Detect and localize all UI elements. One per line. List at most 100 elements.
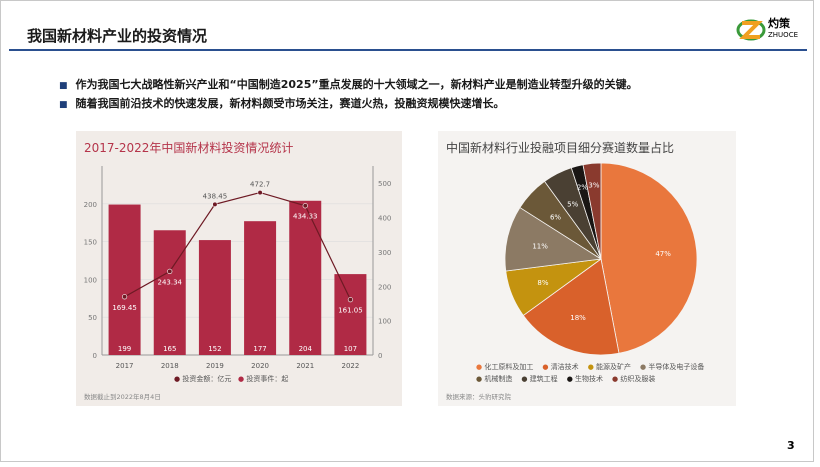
x-tick: 2019 — [206, 362, 224, 370]
line-label: 161.05 — [338, 307, 363, 315]
legend-item: ● 清洁技术 — [542, 363, 578, 371]
pie-chart: 47% 18% 8% 11% 6% 5% 2% 3% — [504, 162, 698, 356]
y-tick-right: 400 — [378, 215, 391, 223]
line-label: 434.33 — [293, 213, 318, 221]
legend-dot: ● — [476, 375, 483, 383]
investment-chart: 2017-2022年中国新材料投资情况统计 0 50 100 150 200 0 100 20… — [76, 131, 402, 406]
bar-label: 107 — [344, 345, 357, 353]
y-tick-left: 50 — [88, 314, 97, 322]
y-tick-left: 0 — [93, 352, 97, 360]
logo-z-icon — [736, 19, 766, 41]
legend-label: 半导体及电子设备 — [648, 363, 705, 371]
legend-item: ● 能源及矿产 — [588, 363, 631, 371]
bar-label: 204 — [299, 345, 313, 353]
bar — [244, 221, 277, 355]
legend-label: 能源及矿产 — [596, 363, 632, 371]
footnote: 数据截止到2022年8月4日 — [84, 393, 161, 401]
zhuoce-logo: 灼策 ZHUOCE — [736, 15, 806, 43]
logo-cn: 灼策 — [768, 17, 790, 30]
legend-dot: ● — [587, 363, 594, 371]
x-tick: 2021 — [296, 362, 314, 370]
pie-slice — [522, 258, 620, 356]
bar-line-chart: 0 50 100 150 200 0 100 200 300 400 500 199 2017 165 20… — [84, 166, 391, 370]
slice-label: 6% — [550, 213, 561, 221]
x-tick: 2018 — [161, 362, 179, 370]
line-point — [257, 189, 263, 196]
legend-label: 生物技术 — [575, 375, 604, 383]
legend-label: 化工原料及加工 — [484, 363, 534, 371]
line-point — [347, 297, 354, 303]
legend-item: ● 化工原料及加工 — [476, 363, 533, 371]
chart-legend: ● 投资金额：亿元 ● 投资事件：起 — [174, 374, 288, 384]
legend-dot: ● — [566, 375, 573, 383]
slice-label: 18% — [570, 314, 586, 322]
x-tick: 2020 — [251, 362, 269, 370]
line-point — [212, 201, 218, 207]
y-tick-right: 200 — [378, 283, 391, 291]
page-number: 3 — [787, 439, 795, 452]
page-title: 我国新材料产业的投资情况 — [27, 27, 208, 45]
legend-label: 机械制造 — [484, 375, 513, 383]
y-tick-right: 500 — [378, 180, 391, 188]
pie-slice — [504, 207, 603, 272]
legend-label: 清洁技术 — [550, 363, 579, 371]
line-label: 472.7 — [250, 181, 270, 189]
legend-label: 建筑工程 — [529, 375, 558, 383]
legend-item: ● 生物技术 — [567, 375, 603, 383]
legend-item: ● 建筑工程 — [521, 375, 557, 383]
pie-legend: ● 化工原料及加工 ● 清洁技术 ● 能源及矿产 ● 半导体及电子设备● 机械制造 ● … — [476, 361, 726, 385]
legend-item: ● 半导体及电子设备 — [640, 363, 704, 371]
y-tick-right: 100 — [378, 318, 391, 326]
bar — [289, 200, 322, 355]
chart-title: 2017-2022年中国新材料投资情况统计 — [84, 141, 294, 155]
legend-dot: ● — [612, 375, 619, 383]
y-tick-left: 100 — [84, 276, 97, 284]
slice-label: 2% — [577, 183, 588, 191]
legend-dot: ● — [521, 375, 528, 383]
slice-label: 3% — [588, 181, 599, 189]
legend-dot: ● — [476, 363, 483, 371]
y-tick-left: 150 — [84, 239, 97, 247]
x-tick: 2017 — [116, 362, 134, 370]
bullet-list: 作为我国七大战略性新兴产业和“中国制造2025”重点发展的十大领域之一，新材料产… — [59, 76, 638, 114]
bar — [108, 204, 141, 355]
bullet-item: 作为我国七大战略性新兴产业和“中国制造2025”重点发展的十大领域之一，新材料产… — [59, 76, 638, 95]
line-point — [302, 203, 308, 209]
slice-label: 8% — [537, 279, 548, 287]
pie-slice — [600, 162, 698, 354]
slice-label: 11% — [532, 242, 548, 250]
line-point — [167, 268, 173, 274]
chart-title: 中国新材料行业投融项目细分赛道数量占比 — [446, 141, 675, 155]
bar-label: 177 — [253, 345, 266, 353]
bar — [153, 230, 186, 355]
bar-label: 165 — [163, 345, 176, 353]
line-point — [121, 294, 128, 300]
y-tick-right: 300 — [378, 249, 391, 257]
legend-dot-amount: ● — [174, 375, 181, 383]
bar-label: 199 — [118, 345, 131, 353]
y-tick-left: 200 — [84, 201, 97, 209]
slice-label: 47% — [655, 250, 671, 258]
bar — [334, 274, 367, 355]
logo-en: ZHUOCE — [768, 31, 799, 39]
legend-events: 投资事件：起 — [246, 375, 289, 383]
title-divider — [9, 49, 807, 51]
line-label: 243.34 — [158, 278, 183, 286]
bar — [198, 240, 231, 355]
x-tick: 2022 — [342, 362, 360, 370]
legend-dot-events: ● — [238, 375, 245, 383]
amount-line — [124, 191, 351, 300]
line-label: 438.45 — [203, 192, 228, 200]
pie-slice — [582, 162, 602, 260]
y-tick-right: 0 — [378, 352, 382, 360]
line-label: 169.45 — [112, 304, 137, 312]
slice-label: 5% — [567, 200, 578, 208]
legend-dot: ● — [640, 363, 647, 371]
bar-label: 152 — [208, 345, 221, 353]
legend-item: ● 纺织及服装 — [612, 375, 655, 383]
bullet-item: 随着我国前沿技术的快速发展，新材料颇受市场关注，赛道火热，投融资规模快速增长。 — [59, 95, 638, 114]
legend-amount: 投资金额：亿元 — [182, 375, 232, 383]
legend-dot: ● — [542, 363, 549, 371]
legend-label: 纺织及服装 — [620, 375, 656, 383]
